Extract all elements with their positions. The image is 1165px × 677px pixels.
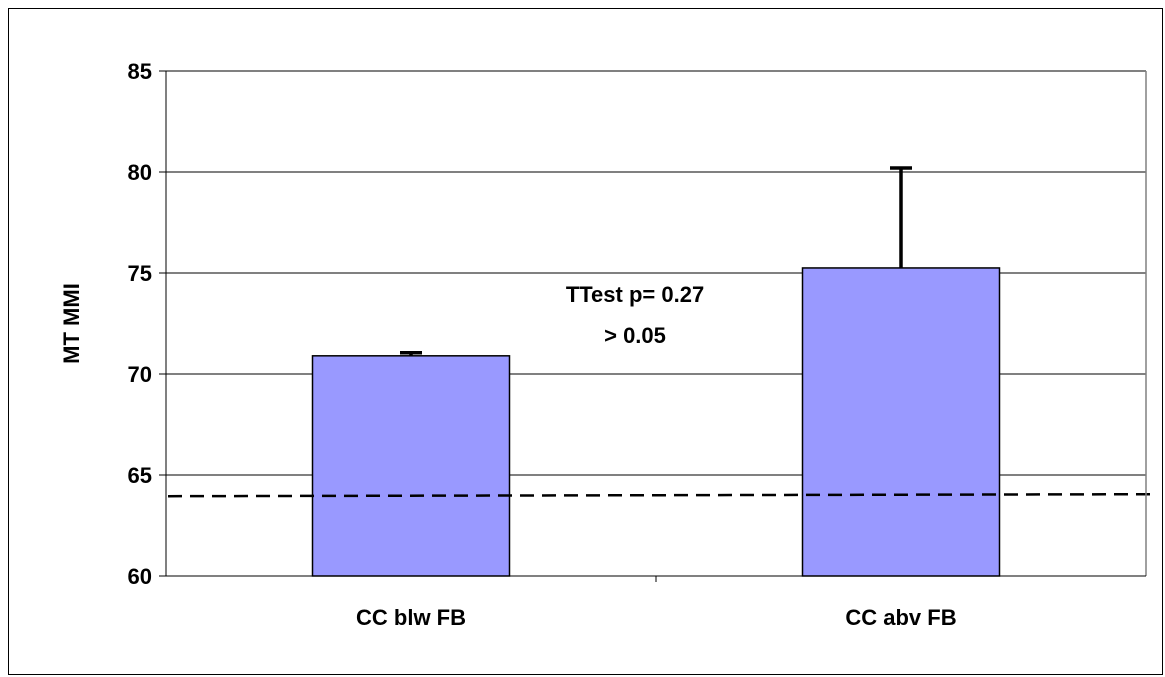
x-category-label: CC abv FB	[845, 605, 956, 630]
ttest-annotation-line-1: TTest p= 0.27	[566, 282, 704, 307]
reference-line-group	[167, 492, 1157, 498]
y-tick-label: 60	[128, 564, 152, 589]
y-axis-title: MT MMI	[59, 283, 84, 364]
y-tick-label: 75	[128, 261, 152, 286]
bar	[311, 355, 511, 577]
axes	[159, 70, 1147, 582]
labels: 60 65 70 75 80 85 CC blw FB CC abv FB	[128, 59, 957, 630]
y-tick-label: 80	[128, 160, 152, 185]
chart-frame: 60 65 70 75 80 85 CC blw FB CC abv FB MT MMI TT…	[8, 8, 1163, 675]
ttest-annotation-line-2: > 0.05	[604, 323, 666, 348]
bar-chart: 60 65 70 75 80 85 CC blw FB CC abv FB MT MMI TT…	[59, 59, 1157, 630]
y-tick-label: 70	[128, 362, 152, 387]
bars	[311, 166, 1001, 577]
y-tick-label: 85	[128, 59, 152, 84]
x-category-label: CC blw FB	[356, 605, 466, 630]
reference-line	[167, 492, 1157, 498]
y-tick-label: 65	[128, 463, 152, 488]
bar	[801, 267, 1001, 577]
